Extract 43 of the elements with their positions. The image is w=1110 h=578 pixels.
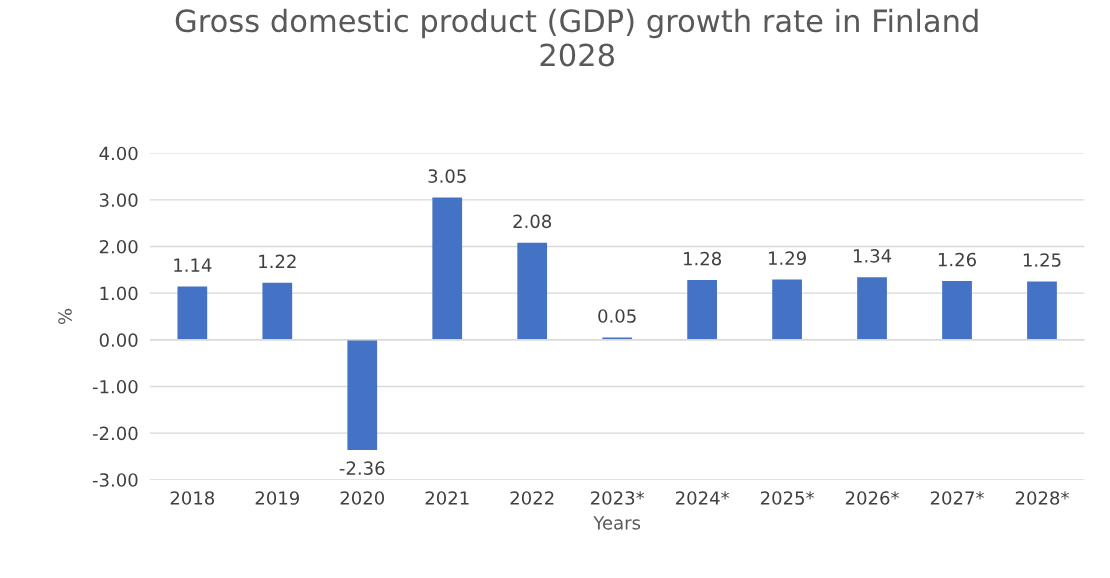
bar: [772, 279, 802, 340]
x-tick-label: 2018: [170, 491, 215, 505]
data-label: 1.29: [768, 251, 806, 265]
x-tick-label: 2026*: [845, 491, 900, 505]
y-tick-label: 4.00: [99, 146, 138, 161]
data-label: 1.34: [853, 249, 892, 263]
bar: [262, 282, 293, 340]
data-label: 2.08: [513, 214, 552, 229]
bar: [347, 339, 378, 450]
x-tick-label: 2019: [255, 491, 299, 505]
y-tick-label: -1.00: [92, 379, 138, 394]
bar: [687, 280, 717, 340]
bar: [857, 277, 887, 340]
x-tick-label: 2028*: [1015, 491, 1069, 505]
bar: [177, 286, 208, 340]
bar: [432, 197, 463, 340]
x-tick-label: 2023*: [590, 491, 645, 505]
x-tick-label: 2021: [425, 491, 469, 505]
y-tick-label: 2.00: [99, 239, 138, 254]
y-tick-label: 3.00: [99, 193, 138, 207]
y-tick-label: 0.00: [99, 333, 138, 347]
bar: [517, 242, 548, 340]
y-tick-label: 1.00: [100, 286, 138, 301]
data-label: -2.36: [339, 461, 385, 475]
y-axis-title: %: [58, 308, 72, 325]
data-label: 1.26: [938, 252, 976, 267]
x-tick-label: 2020: [340, 491, 385, 505]
data-label: 0.05: [598, 309, 636, 323]
data-label: 1.14: [174, 258, 212, 272]
x-tick-label: 2027*: [930, 491, 984, 505]
data-label: 1.22: [259, 254, 296, 268]
x-tick-label: 2022: [510, 491, 554, 505]
y-tick-label: -3.00: [92, 473, 138, 487]
data-label: 1.25: [1023, 253, 1061, 267]
x-axis-title: Years: [593, 516, 641, 530]
chart-title: Gross domestic product (GDP) growth rate in Finland 2028: [175, 8, 978, 67]
x-tick-label: 2024*: [675, 491, 730, 505]
bar: [942, 281, 972, 340]
x-tick-label: 2025*: [760, 491, 815, 505]
data-label: 1.28: [684, 251, 721, 266]
data-label: 3.05: [428, 169, 466, 183]
y-tick-label: -2.00: [92, 426, 138, 441]
bar: [1027, 281, 1057, 340]
